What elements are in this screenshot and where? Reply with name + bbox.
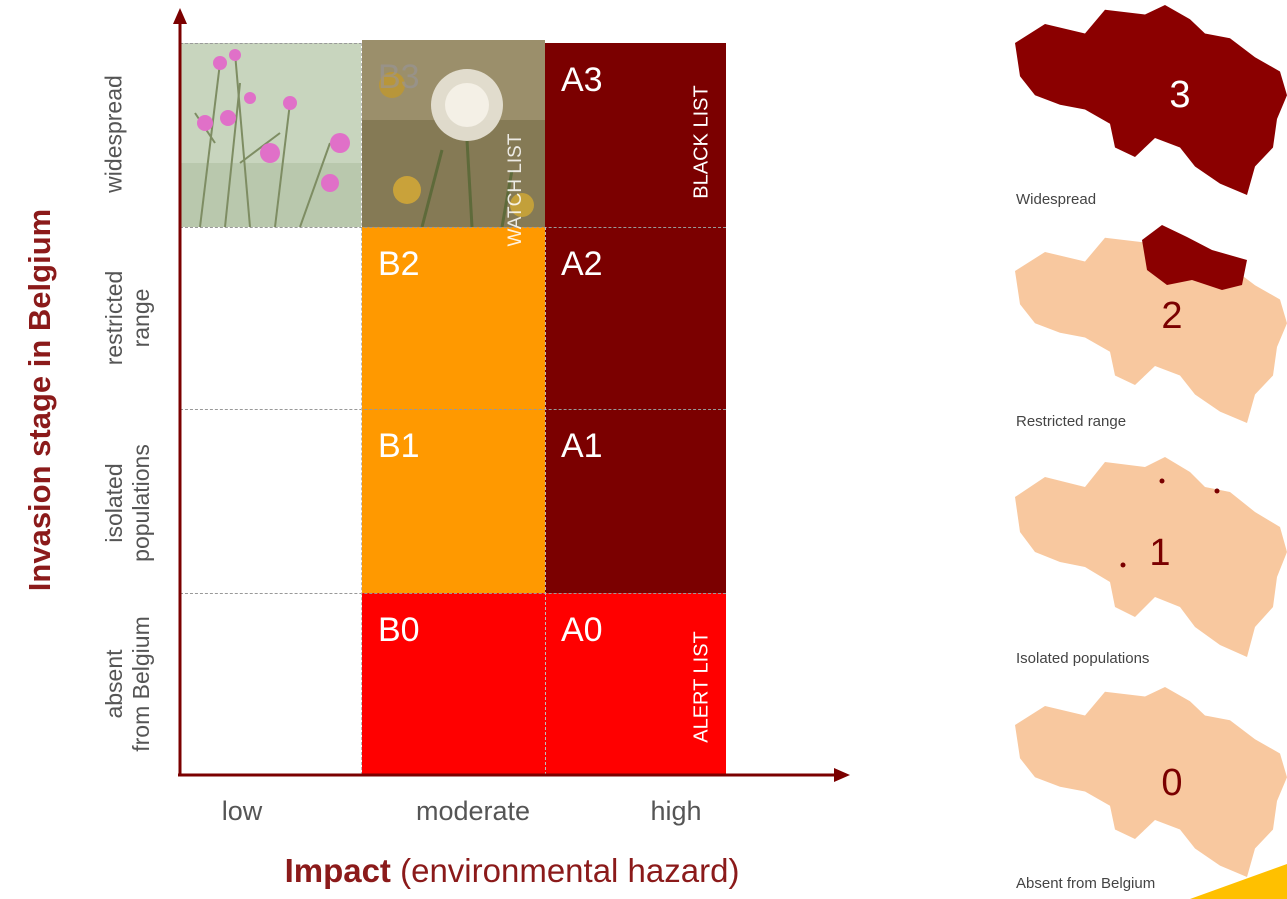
- cell-b0: B0: [362, 593, 545, 775]
- map-isolated-populations: [1015, 457, 1287, 657]
- x-axis-arrow: [834, 768, 850, 782]
- population-dot: [1214, 488, 1220, 494]
- cell-code-b2: B2: [378, 245, 420, 283]
- cell-code-b0: B0: [378, 611, 420, 649]
- row-label-line: range: [128, 288, 154, 348]
- cell-code-a3: A3: [561, 61, 603, 99]
- row-label-line: from Belgium: [128, 616, 154, 752]
- grid-line: [180, 409, 726, 410]
- population-dot: [1120, 562, 1126, 568]
- grid-line: [361, 43, 362, 775]
- cell-code-b3: B3: [378, 58, 420, 96]
- grid-line: [180, 593, 726, 594]
- cell-a1: A1: [545, 409, 726, 593]
- map-number-1: 1: [1149, 532, 1171, 574]
- grid-line: [545, 227, 546, 775]
- cell-b1: B1: [362, 409, 545, 593]
- cell-a2: A2: [545, 227, 726, 409]
- col-label-moderate: moderate: [415, 796, 531, 826]
- photo-thistle-cell-b3: B3: [362, 40, 545, 227]
- x-axis-title: Impact (environmental hazard): [285, 852, 740, 890]
- row-label-line: absent: [101, 649, 127, 719]
- row-label-restricted-range: restricted range: [101, 271, 155, 366]
- col-label-high: high: [650, 796, 702, 826]
- grid-line: [180, 43, 362, 44]
- map-widespread: [1015, 5, 1287, 196]
- thistle-illustration: [362, 40, 545, 227]
- map-number-2: 2: [1161, 295, 1183, 337]
- row-label-line: isolated: [101, 463, 127, 543]
- map-number-0: 0: [1161, 762, 1183, 804]
- map-caption-absent-from-belgium: Absent from Belgium: [1016, 875, 1156, 892]
- y-axis-title: Invasion stage in Belgium: [22, 208, 57, 592]
- grid-line: [180, 227, 726, 228]
- cell-b2: B2: [362, 227, 545, 409]
- map-restricted-range: [1015, 225, 1287, 423]
- row-label-isolated-populations: isolated populations: [101, 444, 155, 562]
- willowherb-illustration: [180, 43, 361, 227]
- x-axis-title-rest: (environmental hazard): [390, 852, 740, 889]
- axes: [173, 8, 850, 782]
- map-caption-widespread: Widespread: [1016, 191, 1097, 208]
- row-label-absent-from-belgium: absent from Belgium: [101, 616, 155, 751]
- row-label-widespread: widespread: [101, 75, 128, 193]
- cell-a0: A0: [545, 593, 726, 775]
- x-axis-title-bold: Impact: [284, 852, 391, 889]
- map-caption-isolated-populations: Isolated populations: [1016, 650, 1150, 667]
- row-label-line: widespread: [100, 75, 127, 193]
- cell-a3: A3: [545, 43, 726, 227]
- map-caption-restricted-range: Restricted range: [1016, 413, 1127, 430]
- cell-code-a1: A1: [561, 427, 603, 465]
- y-axis-arrow: [173, 8, 187, 24]
- row-label-line: populations: [128, 444, 154, 562]
- decorative-corner: [1190, 864, 1287, 899]
- cell-code-a0: A0: [561, 611, 603, 649]
- col-label-low: low: [221, 796, 263, 826]
- photo-willowherb: [180, 43, 361, 227]
- cell-code-b1: B1: [378, 427, 420, 465]
- map-number-3: 3: [1169, 74, 1191, 116]
- population-dot: [1159, 478, 1165, 484]
- row-label-line: restricted: [101, 270, 127, 366]
- cell-code-a2: A2: [561, 245, 603, 283]
